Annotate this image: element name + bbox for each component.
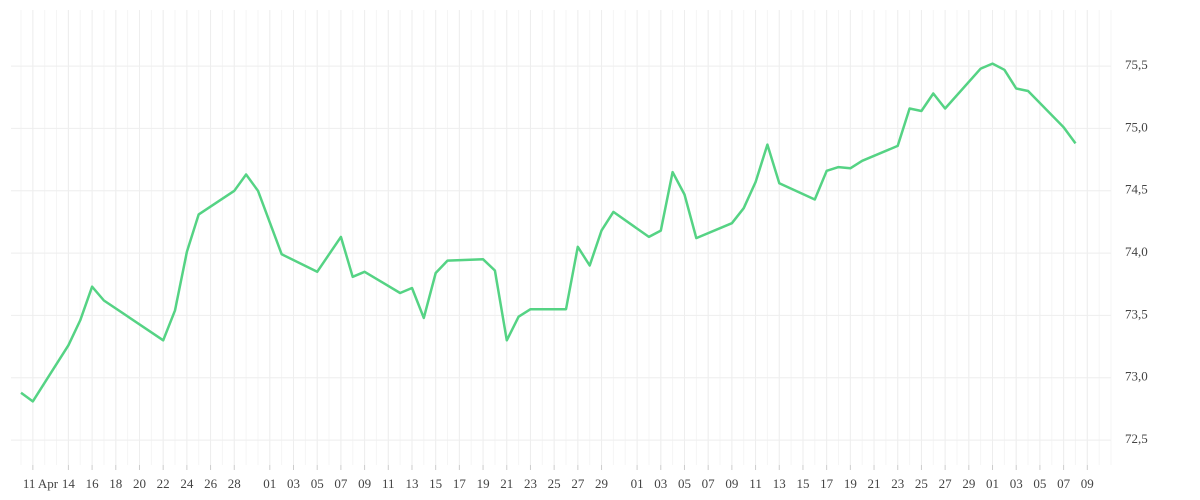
y-tick-label: 75,5 (1125, 57, 1148, 72)
y-tick-label: 75,0 (1125, 119, 1148, 134)
x-tick-label: 25 (915, 476, 928, 491)
x-tick-label: 29 (962, 476, 975, 491)
x-tick-label: 13 (405, 476, 418, 491)
x-tick-label: 03 (287, 476, 300, 491)
x-tick-label: 07 (1057, 476, 1071, 491)
x-tick-label: 17 (453, 476, 467, 491)
x-tick-label: 11 (749, 476, 762, 491)
x-tick-label: 09 (725, 476, 738, 491)
x-tick-label: 15 (429, 476, 442, 491)
x-tick-label: 27 (571, 476, 585, 491)
x-tick-label: 26 (204, 476, 218, 491)
x-tick-label: 29 (595, 476, 608, 491)
x-tick-label: 25 (548, 476, 561, 491)
x-tick-label: 21 (500, 476, 513, 491)
x-tick-label: 03 (1010, 476, 1023, 491)
x-tick-label: 24 (180, 476, 194, 491)
price-line (20, 62, 1077, 403)
x-tick-label: 20 (133, 476, 146, 491)
x-tick-label: 01 (986, 476, 999, 491)
y-tick-label: 73,0 (1125, 369, 1148, 384)
x-tick-label: 21 (868, 476, 881, 491)
x-tick-label: 28 (228, 476, 241, 491)
x-tick-label: 07 (702, 476, 716, 491)
x-tick-label: 09 (1081, 476, 1094, 491)
x-tick-label: 16 (86, 476, 100, 491)
x-tick-label: 01 (263, 476, 276, 491)
x-tick-label: 05 (678, 476, 691, 491)
x-tick-label: 01 (631, 476, 644, 491)
x-tick-label: 07 (334, 476, 348, 491)
x-tick-label: 22 (157, 476, 170, 491)
y-tick-label: 73,5 (1125, 306, 1148, 321)
x-tick-label: 19 (844, 476, 857, 491)
x-tick-label: 05 (311, 476, 324, 491)
x-tick-label: 14 (62, 476, 76, 491)
x-tick-label: 17 (820, 476, 834, 491)
y-tick-label: 72,5 (1125, 431, 1148, 446)
x-tick-label: 05 (1033, 476, 1046, 491)
x-tick-label: 18 (109, 476, 122, 491)
y-tick-label: 74,0 (1125, 244, 1148, 259)
x-tick-label: 13 (773, 476, 786, 491)
x-tick-label: 11 (382, 476, 395, 491)
x-tick-label: 11 Apr (23, 476, 59, 491)
x-tick-label: 15 (796, 476, 809, 491)
x-tick-label: 09 (358, 476, 371, 491)
y-tick-label: 74,5 (1125, 182, 1148, 197)
x-tick-label: 23 (891, 476, 904, 491)
x-tick-label: 27 (939, 476, 953, 491)
x-tick-label: 23 (524, 476, 537, 491)
x-tick-label: 19 (477, 476, 490, 491)
x-tick-label: 03 (654, 476, 667, 491)
